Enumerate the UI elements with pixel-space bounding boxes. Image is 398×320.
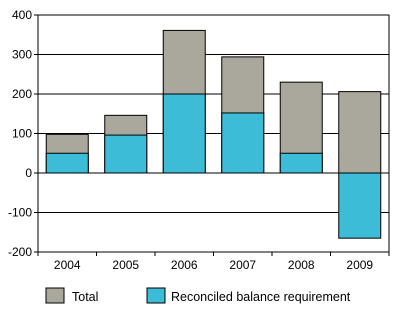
y-tick-label--100: -100	[8, 206, 32, 220]
x-tick-label-2004: 2004	[54, 258, 81, 272]
x-tick-labels: 2004 2005 2006 2007 2008 2009	[54, 258, 374, 272]
bar-reconciled-2007	[221, 112, 265, 174]
legend-swatch-1	[146, 287, 166, 304]
y-tick-label-400: 400	[12, 8, 32, 22]
grid-lines	[38, 14, 389, 213]
y-tick-label--200: -200	[8, 245, 32, 259]
legend: Total Reconciled balance requirement	[45, 287, 351, 304]
axes	[34, 14, 390, 256]
x-tick-label-2007: 2007	[229, 258, 256, 272]
x-tick-label-2008: 2008	[288, 258, 315, 272]
y-tick-label-300: 300	[12, 48, 32, 62]
x-tick-label-2005: 2005	[112, 258, 139, 272]
y-tick-label-0: 0	[25, 166, 32, 180]
plot-frame	[37, 14, 390, 253]
bar-total-2009	[338, 91, 382, 174]
y-tick-labels: -200 -100 0 100 200 300 400	[8, 8, 32, 259]
x-tick-label-2006: 2006	[171, 258, 198, 272]
bar-reconciled-2005	[104, 134, 148, 174]
y-tick-label-200: 200	[12, 87, 32, 101]
y-tick-label-100: 100	[12, 127, 32, 141]
bars	[45, 29, 382, 239]
legend-swatch-0	[45, 287, 65, 304]
legend-label-1: Reconciled balance requirement	[171, 290, 351, 304]
bar-reconciled-2006	[162, 93, 206, 174]
bar-reconciled-2009	[338, 172, 382, 239]
x-tick-label-2009: 2009	[346, 258, 373, 272]
legend-label-0: Total	[72, 290, 98, 304]
bar-reconciled-2008	[279, 152, 323, 174]
bar-reconciled-2004	[45, 152, 89, 174]
